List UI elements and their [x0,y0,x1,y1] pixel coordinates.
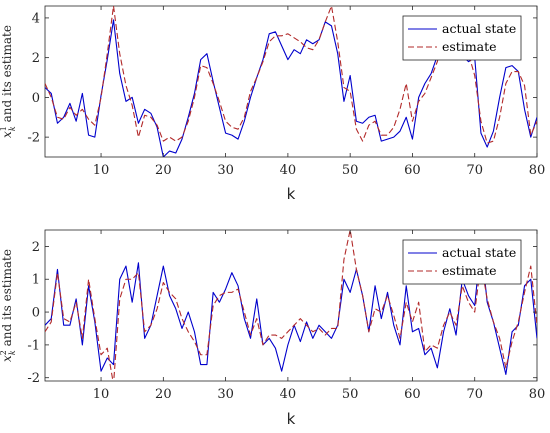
legend-label-actual-state: actual state [442,245,516,260]
y-tick-label: -1 [27,338,40,353]
x-tick-label: 30 [217,387,234,402]
y-tick-label: 0 [32,91,40,106]
x-tick-label: 20 [155,387,172,402]
x-tick-label: 10 [93,163,110,178]
chart-panel-1: 10 20 30 40 50 60 70 80 -2 0 2 4 k x1k and its estima… [0,5,546,203]
y-axis-label: x2k and its estimate [0,249,17,362]
x-axis-label: k [287,410,296,428]
x-tick-label: 60 [404,163,421,178]
y-tick-label: 2 [32,240,40,255]
legend-box [402,15,522,61]
x-tick-label: 50 [342,163,359,178]
y-tick-label: -2 [27,131,40,146]
x-tick-label: 30 [217,163,234,178]
legend-label-estimate: estimate [442,263,497,278]
x-tick-label: 40 [280,387,297,402]
legend-label-estimate: estimate [442,39,497,54]
x-tick-label: 10 [93,387,110,402]
x-tick-label: 60 [404,387,421,402]
y-tick-label: 0 [32,306,40,321]
legend-box [402,239,522,285]
x-tick-label: 50 [342,387,359,402]
chart-panel-2: 10 20 30 40 50 60 70 80 -2 -1 0 1 2 k x2k and its esti… [0,229,546,428]
legend-label-actual-state: actual state [442,21,516,36]
y-tick-label: -2 [27,371,40,386]
y-tick-label: 1 [32,273,40,288]
y-tick-label: 2 [32,51,40,66]
series-line-actual-state [45,242,537,375]
x-tick-label: 70 [466,387,483,402]
y-tick-label: 4 [32,11,40,26]
x-tick-label: 20 [155,163,172,178]
y-axis-label: x1k and its estimate [0,25,17,138]
x-axis-label: k [287,185,296,203]
x-tick-label: 80 [529,163,546,178]
series-line-estimate [45,230,537,381]
x-tick-label: 80 [529,387,546,402]
x-tick-label: 70 [466,163,483,178]
legend: actual state estimate [402,239,522,285]
series-line-estimate [45,6,537,144]
x-tick-label: 40 [280,163,297,178]
legend: actual state estimate [402,15,522,61]
